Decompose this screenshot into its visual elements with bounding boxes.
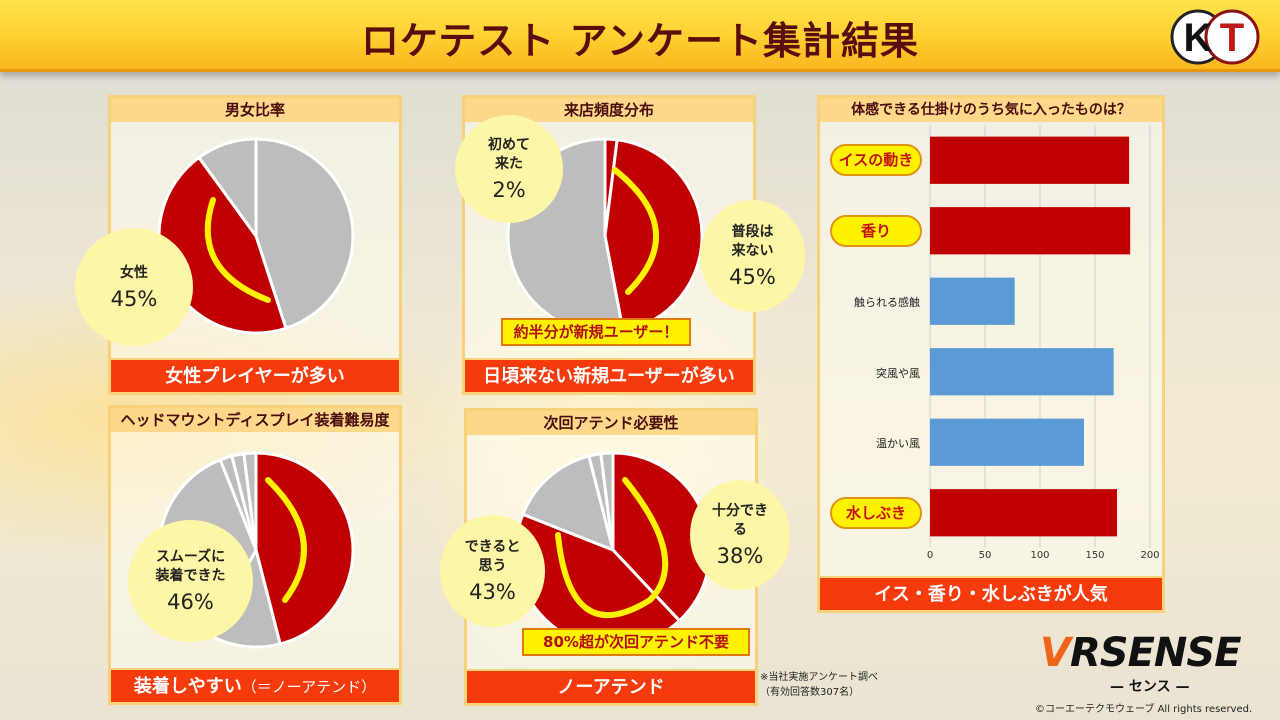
x-tick-label: 200 bbox=[1140, 550, 1160, 561]
kt-logo-icon: K T bbox=[1170, 9, 1260, 65]
bubble-value: 43% bbox=[469, 580, 516, 604]
bubble-label-line1: できると bbox=[464, 539, 521, 555]
vr-logo-v: V bbox=[1040, 630, 1071, 676]
bar-category-label: 触られる感触 bbox=[854, 296, 920, 310]
bar bbox=[930, 277, 1015, 325]
pie-slice bbox=[599, 451, 615, 551]
panel-banner: 日頃来ない新規ユーザーが多い bbox=[465, 358, 753, 392]
double-arrow-icon bbox=[612, 167, 660, 295]
bubble-label-line1: 十分でき bbox=[712, 503, 768, 519]
pie-slice bbox=[254, 137, 355, 331]
panel-title: 次回アテンド必要性 bbox=[467, 411, 755, 435]
panel-title: 体感できる仕掛けのうち気に入ったものは？ bbox=[820, 98, 1162, 122]
banner-main: 装着しやすい bbox=[133, 676, 242, 697]
bubble-smooth-wear: スムーズに装着できた 46% bbox=[128, 520, 253, 642]
bubble-label-line2: 来ない bbox=[731, 243, 774, 259]
bubble-rare-visitor: 普段は来ない 45% bbox=[700, 200, 805, 312]
bubble-label-line1: スムーズに bbox=[155, 549, 226, 565]
pie-slice bbox=[196, 137, 258, 241]
bar bbox=[930, 136, 1130, 184]
footnote: ※当社実施アンケート調べ （有効回答数307名） bbox=[760, 670, 878, 700]
panel-banner: ノーアテンド bbox=[467, 669, 755, 703]
bubble-label: 十分できる bbox=[712, 502, 768, 540]
panel-title: 男女比率 bbox=[111, 98, 399, 122]
bubble-think-can: できると思う 43% bbox=[440, 515, 545, 627]
callout-no-attend: 80%超が次回アテンド不要 bbox=[522, 628, 750, 656]
bubble-label-line1: 初めて bbox=[488, 137, 530, 153]
vr-sense-subtitle: — センス — bbox=[1110, 679, 1190, 695]
bubble-label: 女性 bbox=[120, 264, 148, 281]
panel-banner: 女性プレイヤーが多い bbox=[111, 358, 399, 392]
bar bbox=[930, 348, 1114, 396]
bubble-value: 2% bbox=[492, 178, 526, 202]
bar-category-label: 温かい風 bbox=[876, 437, 920, 451]
bar-category-label: 突風や風 bbox=[876, 366, 920, 380]
bubble-label-line1: 普段は bbox=[731, 224, 774, 240]
page-title: ロケテスト アンケート集計結果 bbox=[361, 19, 919, 63]
bar bbox=[930, 489, 1117, 537]
bubble-female: 女性 45% bbox=[75, 228, 193, 346]
bubble-label: できると 思う bbox=[465, 538, 521, 576]
bubble-label-line2: る bbox=[733, 522, 747, 538]
bar-category-label-highlight: 香り bbox=[830, 214, 922, 247]
header-bar: ロケテスト アンケート集計結果 K T bbox=[0, 0, 1280, 72]
footnote-line2: （有効回答数307名） bbox=[760, 687, 860, 698]
x-tick-label: 50 bbox=[978, 550, 992, 561]
bubble-fully-can: 十分できる 38% bbox=[690, 480, 790, 590]
svg-text:K: K bbox=[1184, 16, 1213, 60]
bubble-value: 46% bbox=[167, 590, 214, 614]
x-tick-label: 150 bbox=[1085, 550, 1105, 561]
copyright: ©コーエーテクモウェーブ All rights reserved. bbox=[1035, 704, 1253, 715]
bubble-label: 普段は 来ない bbox=[732, 223, 774, 261]
panel-banner: イス・香り・水しぶきが人気 bbox=[820, 576, 1162, 610]
vr-sense-logo: VRSENSE bbox=[1040, 630, 1242, 676]
x-tick-label: 0 bbox=[926, 550, 934, 561]
double-arrow-icon bbox=[204, 197, 271, 303]
bubble-label: スムーズに装着できた bbox=[156, 548, 226, 586]
footnote-line1: ※当社実施アンケート調べ bbox=[760, 672, 878, 683]
double-arrow-icon bbox=[265, 477, 307, 603]
bubble-label-line2: 思う bbox=[478, 558, 507, 574]
bar bbox=[930, 207, 1131, 255]
bar-category-label-highlight: イスの動き bbox=[830, 144, 922, 177]
svg-text:T: T bbox=[1220, 16, 1244, 60]
bubble-value: 38% bbox=[716, 544, 764, 568]
panel-title: ヘッドマウントディスプレイ装着難易度 bbox=[111, 408, 399, 432]
bar-category-label-highlight: 水しぶき bbox=[830, 496, 922, 529]
bubble-label-line2: 装着できた bbox=[155, 568, 226, 584]
x-tick-label: 100 bbox=[1030, 550, 1050, 561]
panel-banner: 装着しやすい（＝ノーアテンド） bbox=[111, 668, 399, 702]
curved-arrow-icon bbox=[555, 477, 669, 619]
bubble-label: 初めて 来た bbox=[488, 136, 530, 174]
callout-new-users: 約半分が新規ユーザー！ bbox=[501, 318, 691, 346]
banner-sub: （＝ノーアテンド） bbox=[241, 678, 377, 696]
bar bbox=[930, 418, 1084, 466]
vr-logo-rest: RSENSE bbox=[1069, 630, 1242, 676]
bubble-value: 45% bbox=[729, 265, 776, 289]
pie-slice bbox=[520, 454, 616, 553]
pie-slice bbox=[242, 451, 258, 551]
bubble-first-visit: 初めて来た 2% bbox=[455, 115, 563, 223]
bubble-label-line2: 来た bbox=[495, 156, 523, 172]
bubble-value: 45% bbox=[110, 286, 158, 311]
